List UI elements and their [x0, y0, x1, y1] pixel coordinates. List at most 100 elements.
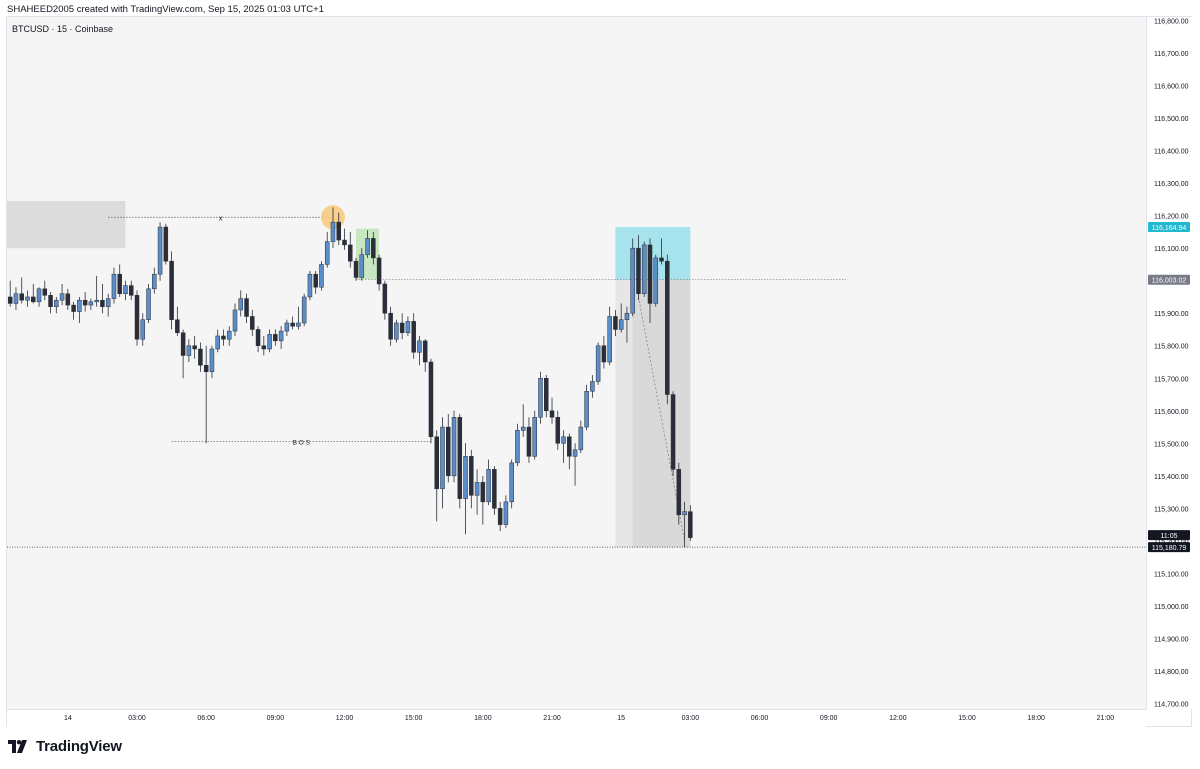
price-tick-label: 116,400.00: [1154, 149, 1189, 156]
candle-up: [641, 244, 647, 294]
candle-down: [659, 257, 664, 262]
candle-up: [94, 299, 99, 303]
candle-down: [665, 260, 670, 395]
target-zone: [615, 227, 691, 280]
candle-down: [203, 365, 209, 373]
bos-label: B O S: [293, 440, 311, 447]
candle-up: [77, 299, 82, 312]
candle-down: [492, 469, 497, 509]
candle-up: [301, 296, 307, 324]
candle-up: [152, 273, 157, 290]
candle-up: [146, 288, 151, 320]
candle-down: [19, 293, 24, 301]
candle-down: [180, 332, 186, 356]
candle-up: [157, 226, 163, 275]
candle-up: [88, 301, 94, 306]
candle-up: [509, 462, 514, 503]
price-tick-label: 116,200.00: [1154, 214, 1189, 221]
time-tick-label: 15:00: [405, 715, 423, 722]
candle-down: [82, 299, 88, 306]
candle-up: [319, 264, 324, 288]
price-tick-label: 116,800.00: [1154, 19, 1189, 26]
candle-up: [486, 469, 491, 503]
time-tick-label: 09:00: [267, 715, 285, 722]
candle-down: [376, 257, 382, 285]
candle-up: [595, 345, 601, 382]
candle-down: [647, 244, 653, 304]
candle-down: [31, 296, 36, 303]
price-tick-label: 114,700.00: [1154, 702, 1189, 709]
candle-down: [313, 273, 318, 288]
candle-up: [417, 340, 422, 353]
time-tick-label: 03:00: [682, 715, 700, 722]
time-tick-label: 15:00: [958, 715, 976, 722]
candle-up: [578, 426, 584, 451]
candle-down: [457, 417, 463, 499]
candle-up: [405, 321, 411, 333]
candle-down: [336, 221, 341, 241]
candle-up: [123, 285, 128, 294]
candle-down: [446, 426, 451, 477]
price-tick-label: 115,900.00: [1154, 311, 1189, 318]
candle-up: [538, 378, 543, 418]
time-tick-label: 18:00: [1027, 715, 1045, 722]
candle-down: [65, 293, 71, 306]
time-tick-label: 15: [617, 715, 625, 722]
time-tick-label: 21:00: [543, 715, 561, 722]
candle-down: [371, 238, 376, 259]
price-tick-label: 116,600.00: [1154, 84, 1189, 91]
price-axis[interactable]: [1146, 17, 1192, 709]
candle-up: [232, 309, 238, 332]
candle-up: [584, 391, 589, 428]
candle-down: [100, 299, 105, 307]
candle-down: [670, 394, 676, 470]
target-price-badge: 116,164.94: [1152, 225, 1187, 232]
candle-up: [561, 436, 566, 444]
candle-up: [59, 293, 65, 301]
entry-price-badge: 116,003.02: [1152, 278, 1187, 285]
price-tick-label: 115,700.00: [1154, 376, 1189, 383]
current-price-badge-bg: [1148, 542, 1190, 553]
candle-up: [215, 335, 220, 350]
price-tick-label: 115,000.00: [1154, 604, 1189, 611]
price-tick-label: 114,900.00: [1154, 636, 1189, 643]
entry-price-badge-bg: [1148, 274, 1190, 285]
candle-down: [163, 226, 169, 262]
candle-down: [221, 335, 226, 340]
candle-up: [25, 296, 30, 301]
candle-up: [238, 298, 244, 311]
candle-up: [267, 334, 272, 350]
candle-up: [359, 254, 365, 278]
time-tick-label: 06:00: [751, 715, 769, 722]
tradingview-wordmark: TradingView: [36, 738, 122, 755]
time-tick-label: 03:00: [128, 715, 146, 722]
candle-up: [330, 221, 336, 242]
candle-down: [549, 410, 555, 418]
plot-area[interactable]: [7, 17, 1146, 709]
candle-down: [198, 348, 203, 366]
time-tick-label: 12:00: [889, 715, 907, 722]
candle-down: [469, 456, 474, 496]
candle-down: [261, 345, 267, 350]
candle-up: [324, 241, 330, 265]
time-axis[interactable]: [7, 709, 1146, 727]
candle-down: [388, 312, 393, 340]
candle-up: [226, 330, 232, 340]
candle-up: [515, 430, 520, 464]
price-tick-label: 115,400.00: [1154, 474, 1189, 481]
time-tick-label: 18:00: [474, 715, 492, 722]
time-tick-label: 12:00: [336, 715, 354, 722]
candle-up: [520, 426, 526, 431]
price-tick-label: 115,800.00: [1154, 344, 1189, 351]
price-tick-label: 116,100.00: [1154, 246, 1189, 253]
candle-up: [474, 482, 480, 496]
candle-down: [613, 316, 618, 330]
candle-down: [244, 298, 249, 317]
candle-down: [169, 260, 174, 320]
candle-up: [451, 417, 457, 477]
symbol-label[interactable]: BTCUSD · 15 · Coinbase: [12, 24, 114, 34]
candle-up: [307, 273, 313, 298]
candle-down: [411, 321, 416, 353]
candle-up: [278, 330, 284, 342]
